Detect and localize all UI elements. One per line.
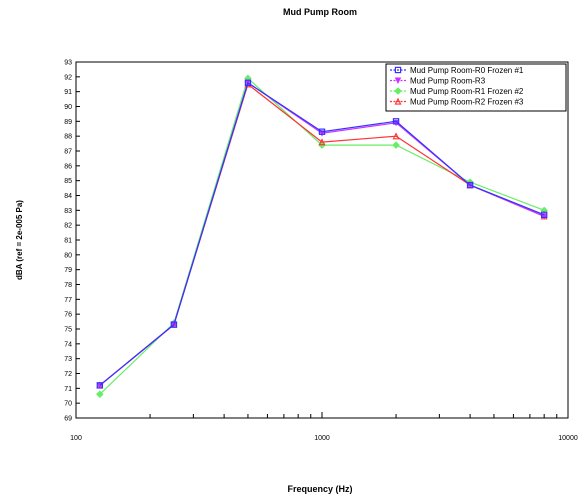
legend-box — [385, 63, 567, 112]
data-point — [394, 97, 402, 105]
data-point — [392, 132, 400, 140]
plot-area — [75, 61, 569, 419]
y-tick-label: 89 — [64, 119, 72, 126]
x-tick-label: 1000 — [314, 435, 330, 442]
y-tick-label: 79 — [64, 267, 72, 274]
data-point — [466, 181, 474, 189]
data-point — [96, 390, 104, 399]
data-point — [394, 77, 402, 84]
series-layer — [96, 74, 548, 399]
legend-label: Mud Pump Room-R3 — [410, 76, 486, 85]
data-point — [540, 211, 548, 218]
x-tick-label: 100 — [70, 435, 82, 442]
y-axis-label: dBA (ref = 2e-005 Pa) — [15, 200, 24, 280]
y-tick-label: 69 — [64, 416, 72, 423]
y-tick-label: 84 — [64, 193, 72, 200]
y-tick-label: 85 — [64, 178, 72, 185]
series-line — [99, 81, 545, 386]
series-line — [99, 77, 545, 395]
y-tick-label: 77 — [64, 297, 72, 304]
series-2 — [96, 79, 548, 389]
legend-item: Mud Pump Room-R2 Frozen #3 — [390, 97, 524, 106]
x-axis-label: Frequency (Hz) — [287, 484, 352, 494]
data-point — [318, 138, 326, 146]
y-tick-label: 81 — [64, 238, 72, 245]
y-tick-label: 91 — [64, 89, 72, 96]
legend-label: Mud Pump Room-R0 Frozen #1 — [410, 66, 524, 75]
data-point — [170, 321, 178, 328]
y-tick-label: 90 — [64, 104, 72, 111]
data-point — [540, 213, 548, 220]
y-tick-label: 76 — [64, 312, 72, 319]
y-tick-label: 75 — [64, 327, 72, 334]
legend-item: Mud Pump Room-R0 Frozen #1 — [390, 66, 524, 75]
y-tick-label: 86 — [64, 163, 72, 170]
series-1 — [96, 79, 548, 389]
y-axis: 69 70 71 72 73 74 75 76 77 78 79 80 81 82 83 84 85 86 87 88… — [64, 60, 80, 423]
y-tick-label: 80 — [64, 252, 72, 259]
legend-item: Mud Pump Room-R1 Frozen #2 — [390, 87, 524, 96]
y-tick-label: 72 — [64, 371, 72, 378]
legend-label: Mud Pump Room-R1 Frozen #2 — [410, 87, 524, 96]
y-tick-label: 87 — [64, 149, 72, 156]
y-tick-label: 78 — [64, 282, 72, 289]
data-point — [392, 141, 400, 149]
data-point — [318, 128, 326, 135]
x-axis: 100 1000 10000 — [70, 412, 578, 442]
data-point — [394, 66, 402, 74]
data-point — [96, 382, 104, 389]
x-tick-label: 10000 — [558, 435, 578, 442]
y-tick-label: 74 — [64, 341, 72, 348]
legend-item: Mud Pump Room-R3 — [390, 76, 486, 85]
legend-label: Mud Pump Room-R2 Frozen #3 — [410, 97, 524, 106]
y-tick-label: 70 — [64, 401, 72, 408]
y-tick-label: 88 — [64, 134, 72, 141]
data-point — [394, 87, 402, 95]
y-tick-label: 93 — [64, 60, 72, 67]
series-3 — [96, 74, 548, 399]
series-4 — [96, 80, 548, 389]
chart-title: Mud Pump Room — [283, 7, 357, 17]
series-line — [99, 81, 545, 386]
y-tick-label: 71 — [64, 386, 72, 393]
data-point — [392, 118, 400, 125]
data-point — [244, 79, 252, 86]
y-tick-label: 83 — [64, 208, 72, 215]
y-tick-label: 92 — [64, 74, 72, 81]
y-tick-label: 73 — [64, 356, 72, 363]
y-tick-label: 82 — [64, 223, 72, 230]
